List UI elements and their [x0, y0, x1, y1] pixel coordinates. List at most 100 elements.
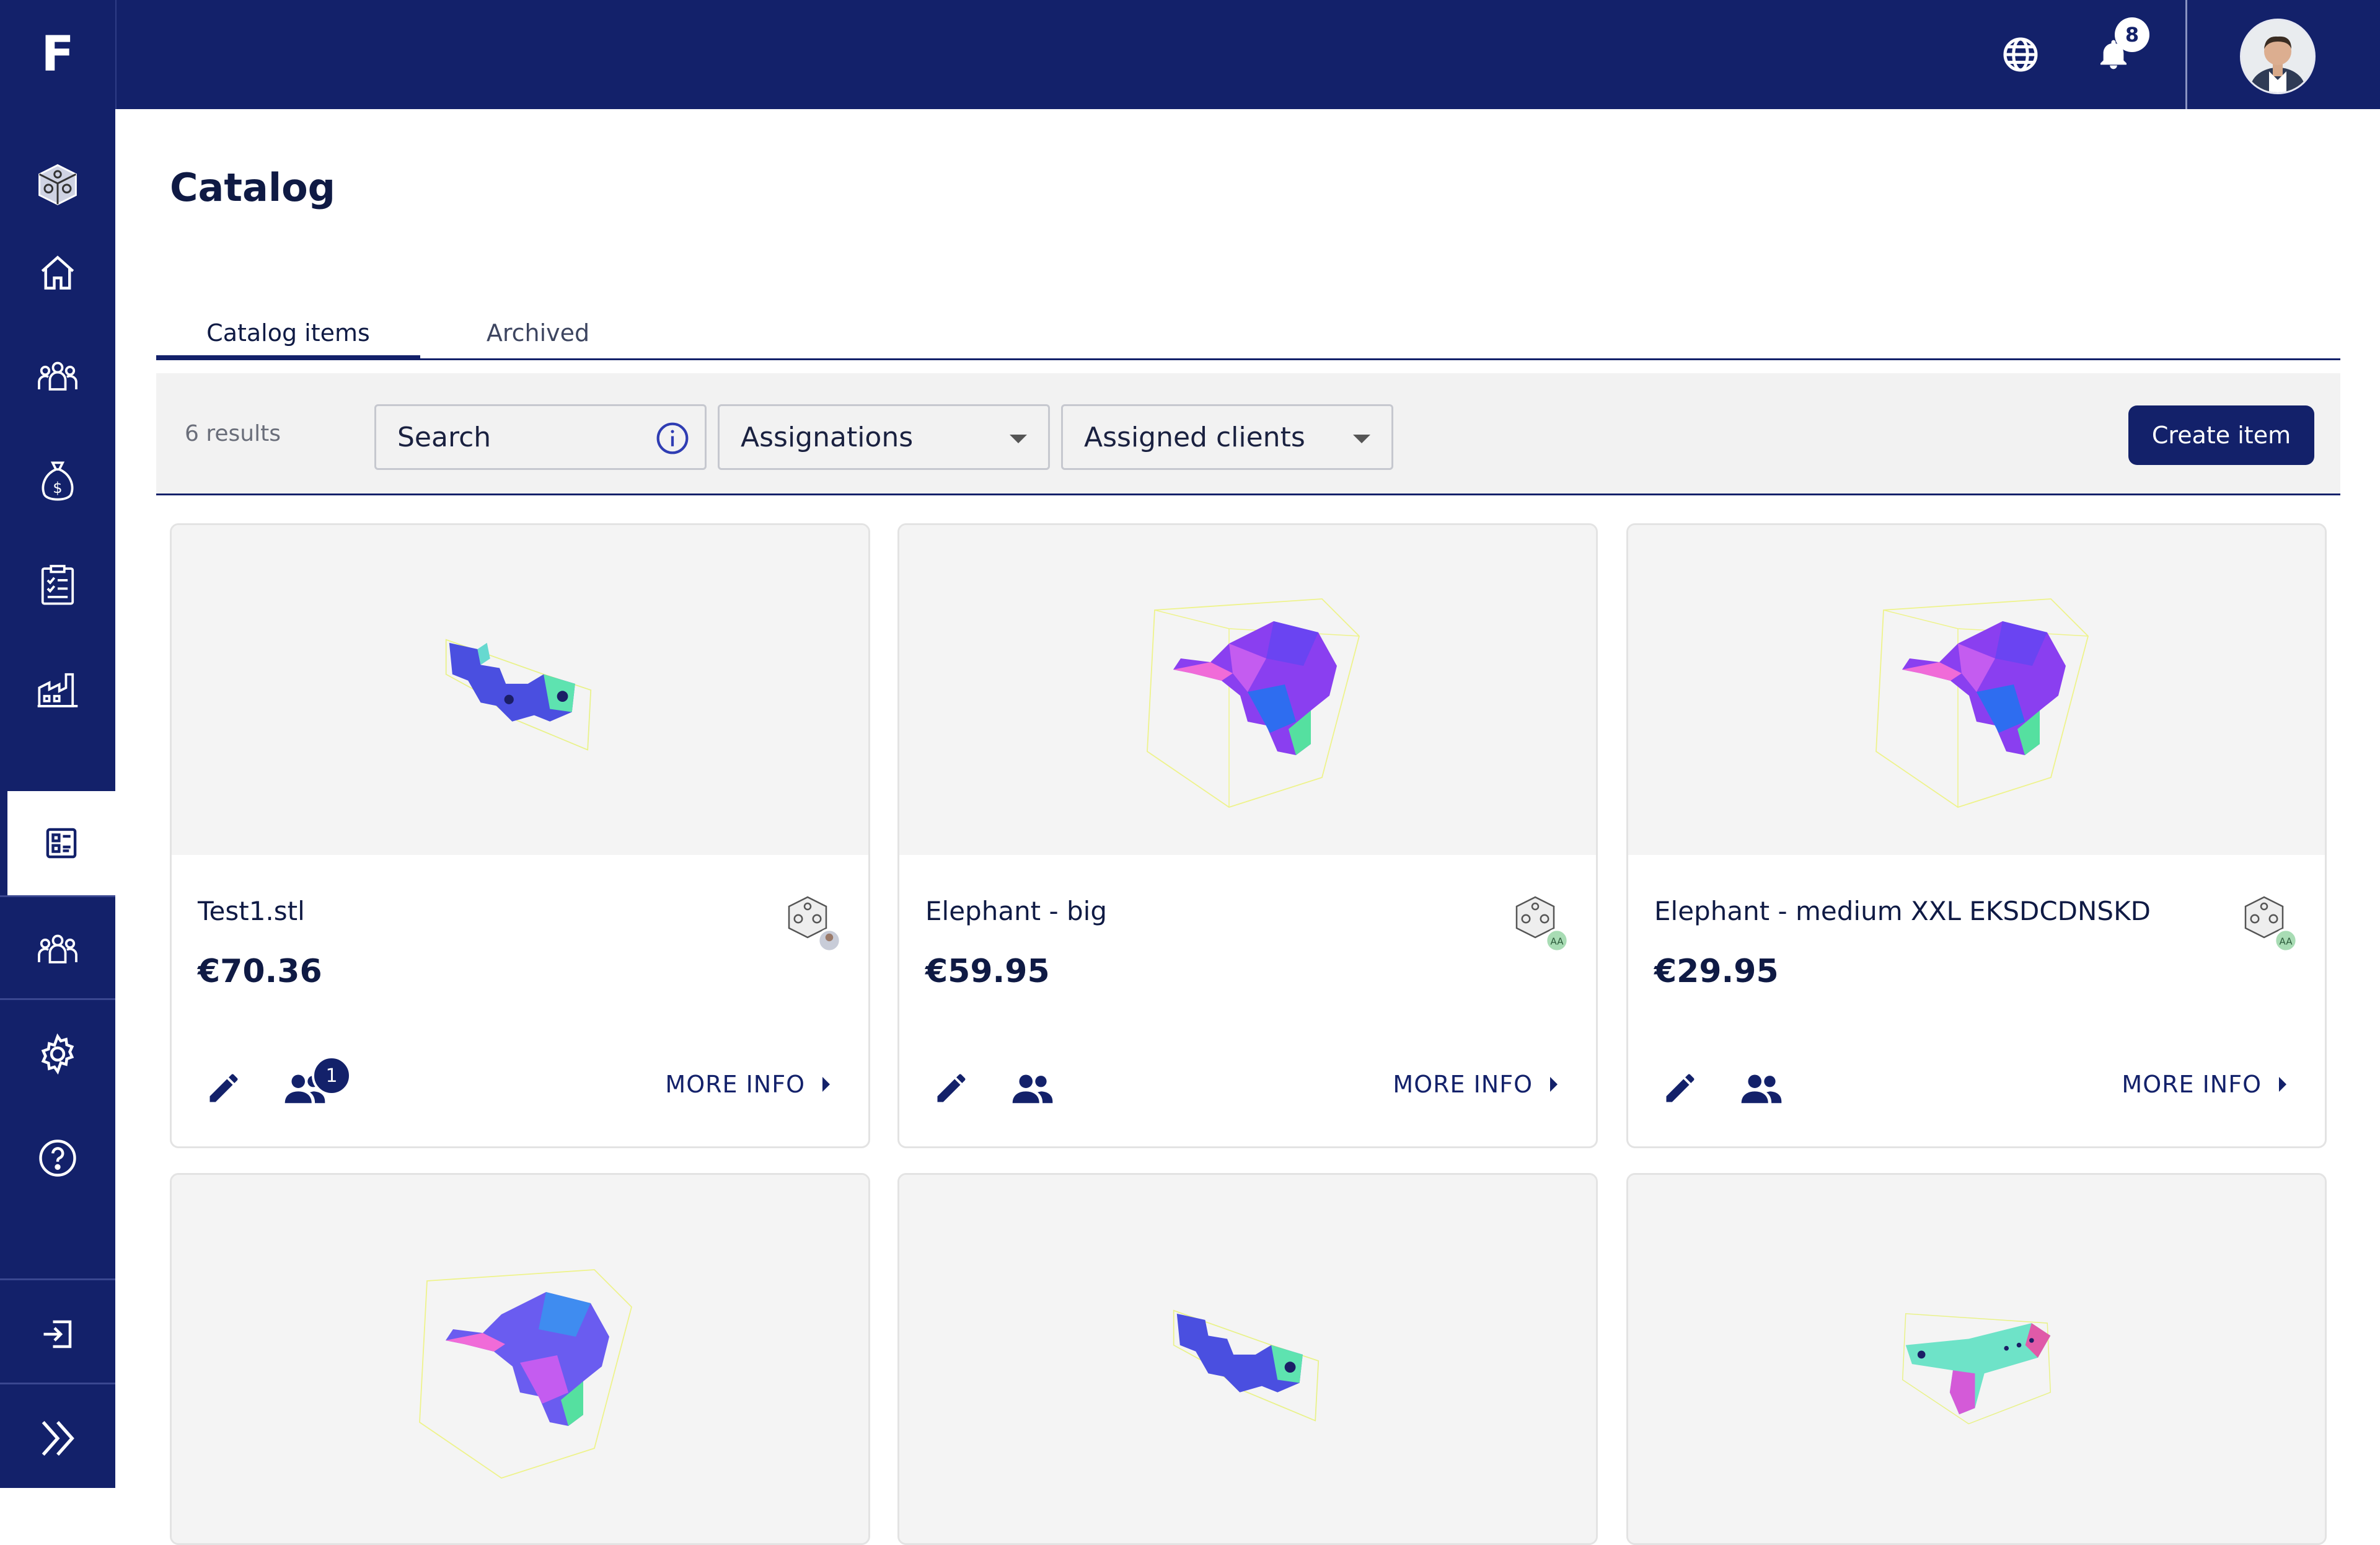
card-title: Elephant - big: [925, 896, 1107, 926]
globe-icon[interactable]: [1997, 31, 2044, 78]
assign-clients-icon[interactable]: [1011, 1069, 1054, 1107]
catalog-card[interactable]: Elephant - medium XXL EKSDCDNSKD €29.95 …: [1626, 523, 2327, 1148]
caret-right-icon: [1550, 1077, 1558, 1092]
factory-icon: [37, 673, 78, 707]
app-logo[interactable]: F: [0, 0, 117, 109]
sidebar-item-clients[interactable]: [0, 898, 115, 1002]
model-preview[interactable]: [172, 1175, 868, 1543]
y-bracket-model-icon: [1902, 1313, 2052, 1425]
page-title: Catalog: [170, 165, 336, 210]
tabs-bar: Catalog items Archived: [156, 308, 2340, 360]
money-bag-icon: $: [42, 461, 74, 501]
card-price: €59.95: [925, 953, 1050, 990]
assign-clients-icon[interactable]: [283, 1069, 327, 1107]
owner-initials: AA: [1551, 936, 1564, 947]
sidebar-divider: [0, 1383, 115, 1384]
sidebar-item-home[interactable]: [0, 221, 115, 325]
elephant-model-icon: [1147, 598, 1360, 808]
part-bracket-icon: [1173, 1309, 1320, 1422]
sidebar-item-3d-catalog[interactable]: [0, 134, 115, 238]
sidebar-divider: [0, 998, 115, 1000]
search-placeholder: Search: [397, 421, 491, 453]
sidebar-item-logout[interactable]: [0, 1282, 115, 1386]
model-preview[interactable]: [1628, 525, 2325, 855]
avatar[interactable]: [2240, 19, 2316, 94]
settings-icon: [41, 1033, 74, 1075]
card-title: Test1.stl: [198, 896, 305, 926]
elephant-model-icon: [1875, 598, 2089, 808]
owner-avatar: [783, 891, 845, 953]
model-preview[interactable]: [899, 525, 1596, 855]
edit-icon[interactable]: [933, 1069, 970, 1107]
elephant-model-icon: [419, 1269, 633, 1479]
top-bar: F 8: [0, 0, 2380, 109]
sidebar-item-help[interactable]: [0, 1106, 115, 1210]
model-preview[interactable]: [1628, 1175, 2325, 1543]
topbar-divider: [2185, 0, 2187, 109]
catalog-card[interactable]: [897, 1173, 1598, 1545]
filter-toolbar: 6 results Search Assignations Assigned c…: [156, 373, 2340, 495]
svg-text:$: $: [53, 479, 62, 497]
model-preview[interactable]: [899, 1175, 1596, 1543]
caret-right-icon: [822, 1077, 830, 1092]
info-icon[interactable]: [655, 421, 690, 456]
tab-catalog-items[interactable]: Catalog items: [206, 319, 370, 347]
part-bracket-icon: [445, 639, 592, 751]
assigned-clients-value: Assigned clients: [1084, 421, 1305, 453]
sidebar-item-factory[interactable]: [0, 637, 115, 742]
assign-clients-icon[interactable]: [1740, 1069, 1783, 1107]
logout-icon: [43, 1320, 72, 1348]
sidebar-item-orders[interactable]: [0, 533, 115, 637]
notification-badge: 8: [2115, 17, 2149, 52]
more-info-link[interactable]: MORE INFO: [2122, 1071, 2288, 1098]
search-input[interactable]: Search: [374, 404, 707, 470]
team-icon: [38, 361, 77, 391]
card-price: €29.95: [1654, 953, 1779, 990]
sidebar-item-team[interactable]: [0, 325, 115, 429]
logo-letter: F: [41, 27, 74, 82]
create-item-button[interactable]: Create item: [2128, 405, 2314, 465]
card-price: €70.36: [198, 953, 322, 990]
more-info-label: MORE INFO: [665, 1071, 805, 1098]
sidebar-item-catalog[interactable]: [7, 791, 115, 895]
chevron-down-icon: [1353, 435, 1370, 443]
orders-icon: [41, 565, 74, 605]
more-info-label: MORE INFO: [1393, 1071, 1533, 1098]
card-title: Elephant - medium XXL EKSDCDNSKD: [1654, 896, 2151, 926]
more-info-link[interactable]: MORE INFO: [665, 1071, 831, 1098]
assignations-value: Assignations: [741, 421, 914, 453]
edit-icon[interactable]: [205, 1069, 242, 1107]
sidebar-item-settings[interactable]: [0, 1002, 115, 1106]
results-count: 6 results: [185, 420, 281, 446]
catalog-icon: [46, 828, 77, 859]
owner-avatar: AA: [2239, 891, 2301, 953]
sidebar-item-finance[interactable]: $: [0, 429, 115, 533]
sidebar: $: [0, 109, 115, 1488]
catalog-3d-icon: [38, 164, 77, 206]
catalog-card[interactable]: [170, 1173, 870, 1545]
owner-initials: AA: [2280, 936, 2293, 947]
more-info-link[interactable]: MORE INFO: [1393, 1071, 1559, 1098]
assign-count-badge: 1: [312, 1056, 351, 1096]
main-content: Catalog Catalog items Archived 6 results…: [115, 109, 2380, 1545]
sidebar-divider: [0, 1278, 115, 1280]
sidebar-divider: [0, 895, 115, 897]
home-icon: [41, 255, 74, 290]
catalog-card[interactable]: [1626, 1173, 2327, 1545]
owner-avatar: AA: [1510, 891, 1572, 953]
sidebar-item-expand[interactable]: [0, 1386, 115, 1490]
help-icon: [39, 1140, 76, 1177]
assignations-select[interactable]: Assignations: [718, 404, 1050, 470]
chevron-down-icon: [1010, 435, 1027, 443]
catalog-card[interactable]: Test1.stl €70.36 1 MORE INFO: [170, 523, 870, 1148]
active-tab-indicator: [156, 355, 420, 360]
model-preview[interactable]: [172, 525, 868, 855]
edit-icon[interactable]: [1662, 1069, 1699, 1107]
more-info-label: MORE INFO: [2122, 1071, 2262, 1098]
tab-archived[interactable]: Archived: [486, 319, 590, 347]
catalog-card[interactable]: Elephant - big €59.95 AA MORE INFO: [897, 523, 1598, 1148]
caret-right-icon: [2279, 1077, 2286, 1092]
assigned-clients-select[interactable]: Assigned clients: [1061, 404, 1393, 470]
expand-icon: [42, 1421, 74, 1456]
clients-icon: [38, 934, 77, 963]
